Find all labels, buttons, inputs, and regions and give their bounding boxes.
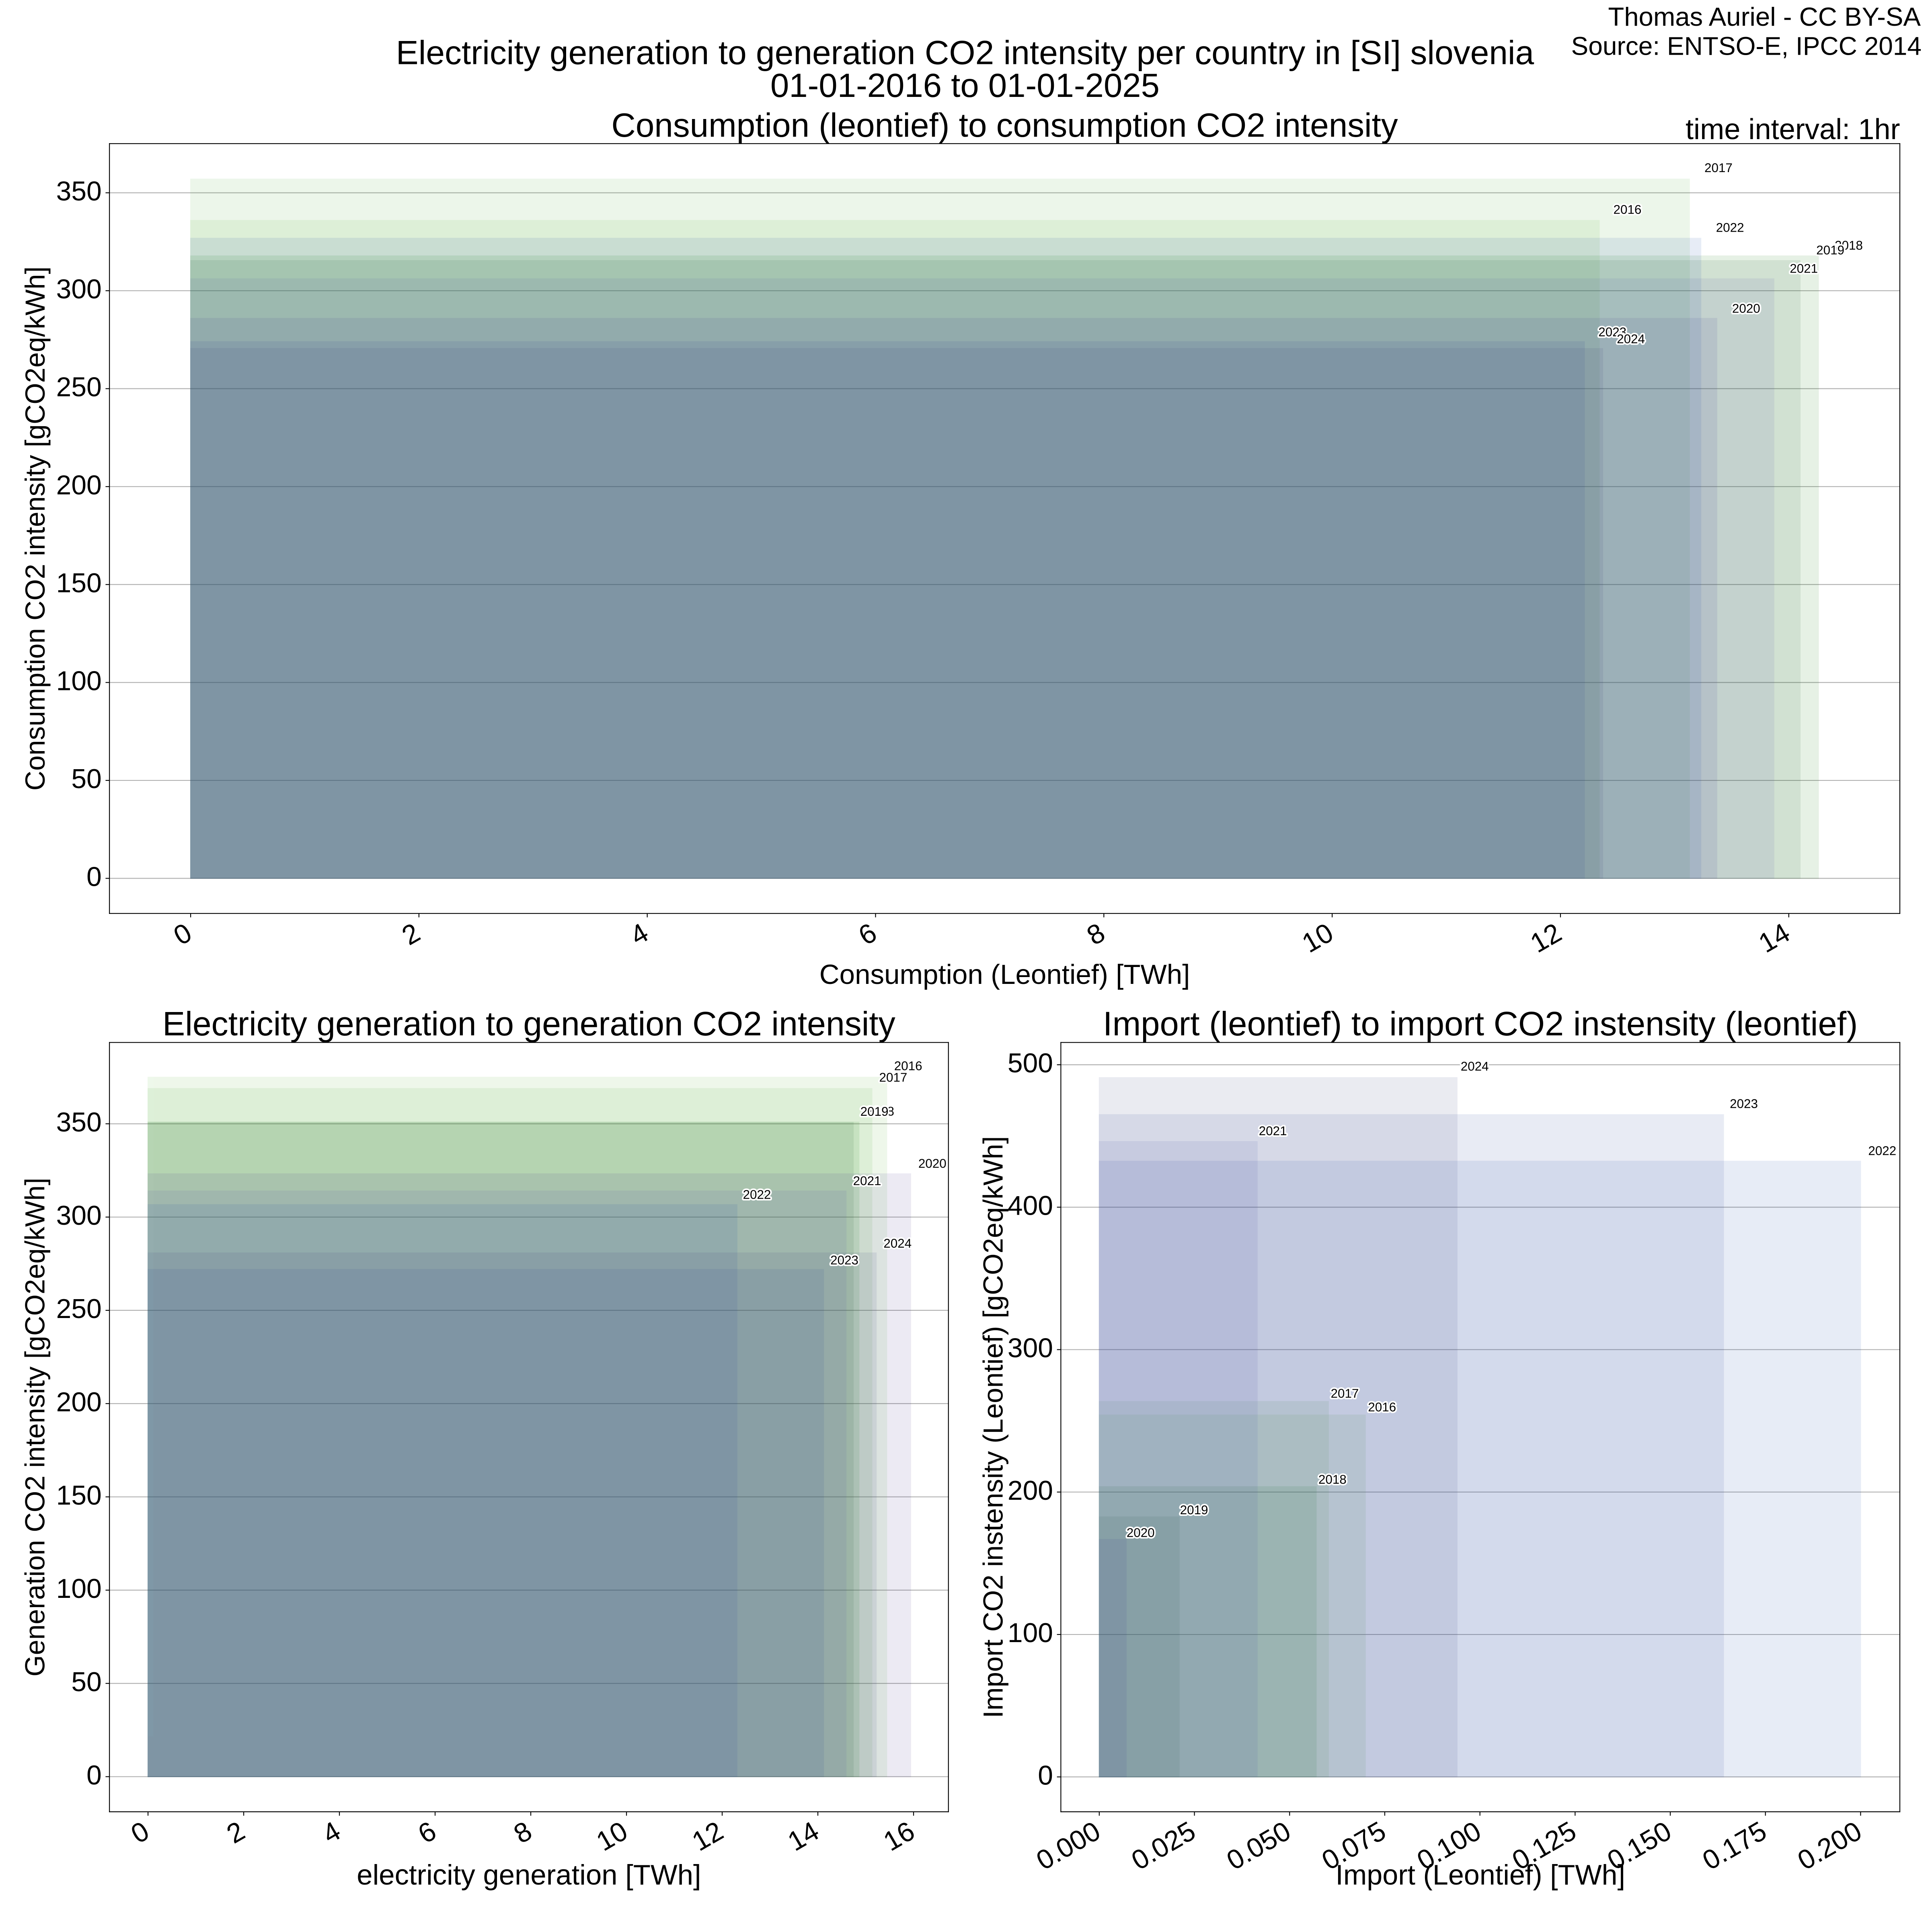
svg-text:250: 250 bbox=[56, 1294, 102, 1324]
svg-text:300: 300 bbox=[56, 1201, 102, 1231]
svg-text:350: 350 bbox=[56, 177, 102, 207]
svg-text:50: 50 bbox=[71, 764, 101, 794]
svg-text:time interval: 1hr: time interval: 1hr bbox=[1686, 113, 1900, 146]
svg-text:Import CO2 instensity (Leontie: Import CO2 instensity (Leontief) [gCO2eq… bbox=[977, 1136, 1009, 1718]
svg-text:0: 0 bbox=[1038, 1760, 1053, 1790]
svg-text:150: 150 bbox=[56, 1480, 102, 1511]
svg-text:500: 500 bbox=[1008, 1048, 1053, 1078]
svg-text:Thomas Auriel - CC BY-SA: Thomas Auriel - CC BY-SA bbox=[1608, 2, 1921, 31]
svg-text:Electricity generation to gene: Electricity generation to generation CO2… bbox=[162, 1005, 895, 1043]
svg-text:Generation CO2 intensity [gCO2: Generation CO2 intensity [gCO2eq/kWh] bbox=[20, 1178, 51, 1677]
svg-text:200: 200 bbox=[1008, 1476, 1053, 1506]
svg-text:200: 200 bbox=[56, 1387, 102, 1417]
svg-text:0: 0 bbox=[86, 1760, 102, 1790]
svg-text:300: 300 bbox=[1008, 1333, 1053, 1363]
svg-text:250: 250 bbox=[56, 372, 102, 402]
svg-text:Electricity generation to gene: Electricity generation to generation CO2… bbox=[396, 33, 1534, 71]
svg-text:100: 100 bbox=[56, 1574, 102, 1604]
svg-text:Import (Leontief) [TWh]: Import (Leontief) [TWh] bbox=[1335, 1859, 1625, 1891]
svg-text:350: 350 bbox=[56, 1107, 102, 1137]
svg-text:electricity generation [TWh]: electricity generation [TWh] bbox=[357, 1859, 701, 1891]
svg-text:400: 400 bbox=[1008, 1191, 1053, 1221]
svg-text:100: 100 bbox=[1008, 1618, 1053, 1648]
svg-text:Consumption CO2 intensity [gCO: Consumption CO2 intensity [gCO2eq/kWh] bbox=[20, 267, 51, 791]
svg-text:50: 50 bbox=[71, 1667, 101, 1697]
svg-text:01-01-2016 to 01-01-2025: 01-01-2016 to 01-01-2025 bbox=[770, 67, 1160, 104]
svg-text:150: 150 bbox=[56, 568, 102, 598]
svg-text:Source: ENTSO-E, IPCC 2014: Source: ENTSO-E, IPCC 2014 bbox=[1571, 32, 1922, 61]
svg-text:300: 300 bbox=[56, 274, 102, 304]
svg-text:Import (leontief) to import CO: Import (leontief) to import CO2 instensi… bbox=[1103, 1004, 1858, 1043]
svg-text:Consumption (Leontief) [TWh]: Consumption (Leontief) [TWh] bbox=[819, 959, 1190, 990]
svg-text:100: 100 bbox=[56, 666, 102, 696]
svg-text:0: 0 bbox=[86, 862, 102, 892]
svg-text:Consumption (leontief) to cons: Consumption (leontief) to consumption CO… bbox=[612, 106, 1398, 144]
svg-text:200: 200 bbox=[56, 470, 102, 500]
